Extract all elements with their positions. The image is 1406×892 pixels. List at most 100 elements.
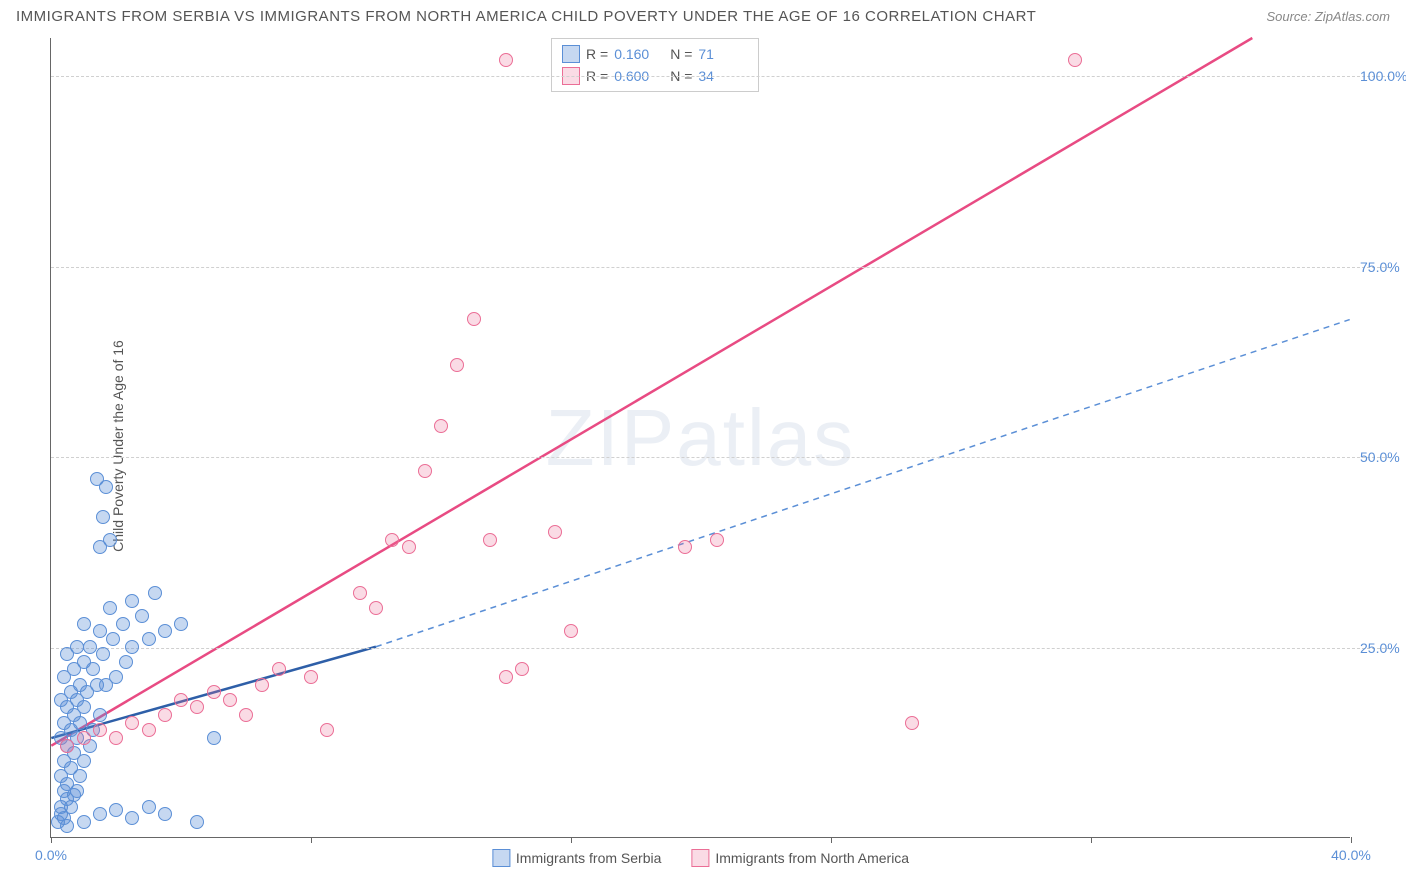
stats-legend: R =0.160N =71R =0.600N =34	[551, 38, 759, 92]
data-point	[353, 586, 367, 600]
data-point	[77, 617, 91, 631]
data-point	[239, 708, 253, 722]
data-point	[223, 693, 237, 707]
data-point	[93, 807, 107, 821]
data-point	[73, 769, 87, 783]
data-point	[116, 617, 130, 631]
x-tick	[1091, 837, 1092, 843]
plot-area: ZIPatlas R =0.160N =71R =0.600N =34 Immi…	[50, 38, 1350, 838]
legend-swatch	[691, 849, 709, 867]
series-legend-label: Immigrants from North America	[715, 850, 909, 866]
data-point	[70, 784, 84, 798]
x-tick	[571, 837, 572, 843]
data-point	[106, 632, 120, 646]
data-point	[434, 419, 448, 433]
y-tick-label: 100.0%	[1360, 68, 1406, 84]
data-point	[515, 662, 529, 676]
data-point	[499, 53, 513, 67]
series-legend-item: Immigrants from Serbia	[492, 849, 661, 867]
legend-n-value: 71	[698, 43, 748, 65]
data-point	[483, 533, 497, 547]
data-point	[418, 464, 432, 478]
gridline	[51, 648, 1390, 649]
data-point	[207, 731, 221, 745]
gridline	[51, 267, 1390, 268]
data-point	[135, 609, 149, 623]
data-point	[125, 640, 139, 654]
data-point	[369, 601, 383, 615]
data-point	[158, 708, 172, 722]
data-point	[109, 731, 123, 745]
data-point	[77, 815, 91, 829]
legend-n-label: N =	[670, 43, 692, 65]
y-tick-label: 75.0%	[1360, 259, 1406, 275]
data-point	[1068, 53, 1082, 67]
data-point	[125, 811, 139, 825]
data-point	[77, 754, 91, 768]
data-point	[60, 819, 74, 833]
data-point	[103, 533, 117, 547]
series-legend: Immigrants from Serbia Immigrants from No…	[492, 849, 909, 867]
x-tick	[1351, 837, 1352, 843]
data-point	[450, 358, 464, 372]
data-point	[320, 723, 334, 737]
data-point	[77, 731, 91, 745]
data-point	[60, 739, 74, 753]
gridline	[51, 457, 1390, 458]
data-point	[142, 723, 156, 737]
data-point	[905, 716, 919, 730]
data-point	[125, 594, 139, 608]
series-legend-label: Immigrants from Serbia	[516, 850, 661, 866]
data-point	[109, 670, 123, 684]
data-point	[548, 525, 562, 539]
data-point	[564, 624, 578, 638]
data-point	[103, 601, 117, 615]
x-tick	[831, 837, 832, 843]
watermark: ZIPatlas	[546, 392, 855, 484]
data-point	[83, 640, 97, 654]
stats-legend-row: R = 0.160 N = 71	[562, 43, 748, 65]
y-tick-label: 50.0%	[1360, 449, 1406, 465]
data-point	[207, 685, 221, 699]
legend-swatch	[492, 849, 510, 867]
data-point	[678, 540, 692, 554]
x-tick	[311, 837, 312, 843]
data-point	[304, 670, 318, 684]
data-point	[158, 807, 172, 821]
data-point	[499, 670, 513, 684]
data-point	[467, 312, 481, 326]
data-point	[119, 655, 133, 669]
data-point	[93, 723, 107, 737]
legend-r-value: 0.160	[614, 43, 664, 65]
data-point	[710, 533, 724, 547]
legend-swatch	[562, 45, 580, 63]
data-point	[142, 800, 156, 814]
data-point	[70, 640, 84, 654]
data-point	[109, 803, 123, 817]
data-point	[190, 700, 204, 714]
source-attribution: Source: ZipAtlas.com	[1266, 9, 1390, 24]
data-point	[99, 480, 113, 494]
data-point	[385, 533, 399, 547]
data-point	[96, 510, 110, 524]
chart-title: IMMIGRANTS FROM SERBIA VS IMMIGRANTS FRO…	[16, 8, 1036, 25]
data-point	[174, 693, 188, 707]
data-point	[142, 632, 156, 646]
data-point	[93, 624, 107, 638]
x-tick-label: 0.0%	[35, 847, 67, 863]
data-point	[272, 662, 286, 676]
data-point	[255, 678, 269, 692]
data-point	[125, 716, 139, 730]
x-tick	[51, 837, 52, 843]
legend-r-label: R =	[586, 43, 608, 65]
data-point	[190, 815, 204, 829]
data-point	[86, 662, 100, 676]
data-point	[174, 617, 188, 631]
y-tick-label: 25.0%	[1360, 640, 1406, 656]
data-point	[96, 647, 110, 661]
data-point	[402, 540, 416, 554]
data-point	[158, 624, 172, 638]
series-legend-item: Immigrants from North America	[691, 849, 909, 867]
data-point	[73, 678, 87, 692]
data-point	[93, 708, 107, 722]
